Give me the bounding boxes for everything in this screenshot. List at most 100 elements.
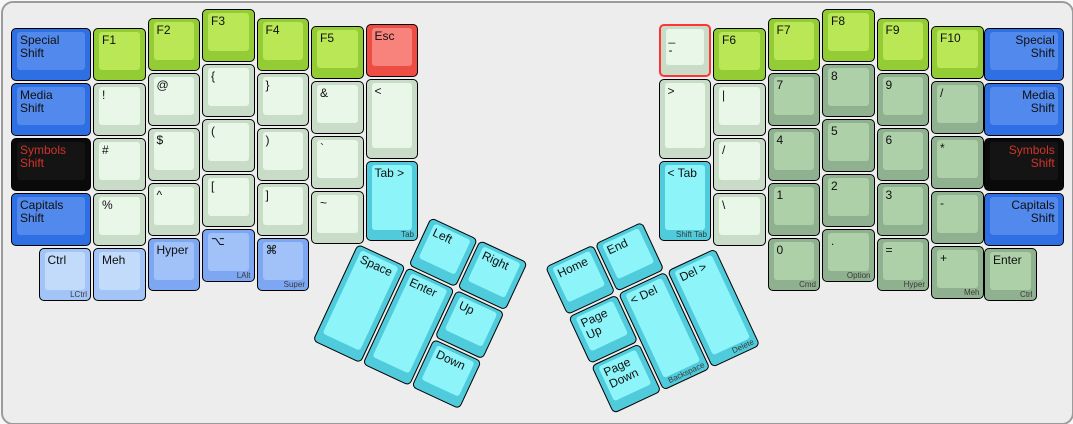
key-4[interactable]: 4 <box>767 128 820 181</box>
key-hyper[interactable]: Hyper <box>147 238 200 291</box>
key-f2[interactable]: F2 <box>147 18 200 71</box>
key-tab-forward[interactable]: Tab > Tab <box>365 161 418 241</box>
key-dollar[interactable]: $ <box>147 128 200 181</box>
keycap-face: Symbols Shift <box>990 142 1058 180</box>
key-f5[interactable]: F5 <box>311 26 364 79</box>
keycap-sub-legend: LCtrl <box>70 289 87 299</box>
key-paren-close[interactable]: ) <box>256 128 309 181</box>
keycap-face: Ctrl <box>44 252 85 290</box>
key-tilde[interactable]: ~ <box>311 191 364 244</box>
keycap-sub-legend: Option <box>846 270 871 280</box>
key-backtick[interactable]: ` <box>311 136 364 189</box>
keycap-face: / <box>937 85 978 123</box>
keycap-face: Special Shift <box>17 32 85 70</box>
key-exclamation[interactable]: ! <box>93 83 146 136</box>
keycap-face: F7 <box>773 22 814 60</box>
key-capitals-shift-right[interactable]: Capitals Shift <box>984 193 1064 246</box>
keycap-face: F8 <box>828 13 869 51</box>
key-less-than[interactable]: < <box>365 79 418 159</box>
key-7[interactable]: 7 <box>767 73 820 126</box>
keycap-face: 4 <box>773 132 814 170</box>
keycap-face: F6 <box>719 32 760 70</box>
keycap-face: [ <box>208 178 249 216</box>
key-f3[interactable]: F3 <box>202 9 255 62</box>
key-f4[interactable]: F4 <box>256 18 309 71</box>
key-numpad-slash[interactable]: / <box>931 81 984 134</box>
keycap-face: F2 <box>153 22 194 60</box>
key-greater-than[interactable]: > <box>658 79 711 159</box>
key-tab-back[interactable]: < Tab Shift Tab <box>658 161 711 241</box>
key-minus[interactable]: - <box>931 191 984 244</box>
key-media-shift-right[interactable]: Media Shift <box>984 83 1064 136</box>
key-super[interactable]: ⌘ Super <box>256 238 309 291</box>
key-brace-open[interactable]: { <box>202 64 255 117</box>
key-f9[interactable]: F9 <box>876 18 929 71</box>
key-ctrl-left[interactable]: Ctrl LCtrl <box>38 248 91 301</box>
keycap-face: % <box>99 197 140 235</box>
keycap-sub-legend: Meh <box>963 287 980 297</box>
keycap-face: Symbols Shift <box>17 142 85 180</box>
keycap-sub-legend: Cmd <box>799 279 816 289</box>
key-media-shift-left[interactable]: Media Shift <box>11 83 91 136</box>
key-f8[interactable]: F8 <box>822 9 875 62</box>
keycap-face: Esc <box>371 28 412 66</box>
key-brace-close[interactable]: } <box>256 73 309 126</box>
key-slash[interactable]: / <box>713 138 766 191</box>
key-symbols-shift-left[interactable]: Symbols Shift <box>11 138 91 191</box>
key-meh[interactable]: Meh <box>93 248 146 301</box>
key-capitals-shift-left[interactable]: Capitals Shift <box>11 193 91 246</box>
key-2[interactable]: 2 <box>822 174 875 227</box>
key-asterisk[interactable]: * <box>931 136 984 189</box>
key-5[interactable]: 5 <box>822 119 875 172</box>
key-backslash[interactable]: \ <box>713 193 766 246</box>
key-underscore-hyphen[interactable]: _ - <box>658 24 711 77</box>
keycap-face: ) <box>262 132 303 170</box>
keycap-face: 6 <box>882 132 923 170</box>
key-equals[interactable]: = Hyper <box>876 238 929 291</box>
key-percent[interactable]: % <box>93 193 146 246</box>
key-bracket-close[interactable]: ] <box>256 183 309 236</box>
key-paren-open[interactable]: ( <box>202 119 255 172</box>
key-period[interactable]: . Option <box>822 229 875 282</box>
key-esc[interactable]: Esc <box>365 24 418 77</box>
key-plus[interactable]: + Meh <box>931 246 984 299</box>
keycap-face: - <box>937 195 978 233</box>
key-8[interactable]: 8 <box>822 64 875 117</box>
key-f10[interactable]: F10 <box>931 26 984 79</box>
key-bracket-open[interactable]: [ <box>202 174 255 227</box>
keycap-face: ⌘ <box>262 242 303 280</box>
keycap-face: Special Shift <box>990 32 1058 70</box>
keycap-face: 7 <box>773 77 814 115</box>
key-special-shift-left[interactable]: Special Shift <box>11 28 91 81</box>
keycap-face: < <box>371 83 412 148</box>
keycap-face: 1 <box>773 187 814 225</box>
key-at-sign[interactable]: @ <box>147 73 200 126</box>
keycap-sub-legend: Hyper <box>903 279 925 289</box>
key-9[interactable]: 9 <box>876 73 929 126</box>
key-ampersand[interactable]: & <box>311 81 364 134</box>
key-caret[interactable]: ^ <box>147 183 200 236</box>
keycap-face: Home <box>552 250 605 303</box>
key-enter-right[interactable]: Enter Ctrl <box>984 248 1037 301</box>
key-lalt[interactable]: ⌥ LAlt <box>202 229 255 282</box>
keycap-face: Page Down <box>598 349 651 401</box>
keycap-face: > <box>664 83 705 148</box>
key-pipe[interactable]: | <box>713 83 766 136</box>
key-f6[interactable]: F6 <box>713 28 766 81</box>
keycap-sub-legend: Ctrl <box>1020 289 1033 299</box>
key-f1[interactable]: F1 <box>93 28 146 81</box>
keycap-face: F9 <box>882 22 923 60</box>
key-6[interactable]: 6 <box>876 128 929 181</box>
keycap-face: Capitals Shift <box>17 197 85 235</box>
key-symbols-shift-right[interactable]: Symbols Shift <box>984 138 1064 191</box>
key-0[interactable]: 0 Cmd <box>767 238 820 291</box>
keycap-face: * <box>937 140 978 178</box>
key-hash[interactable]: # <box>93 138 146 191</box>
key-1[interactable]: 1 <box>767 183 820 236</box>
key-3[interactable]: 3 <box>876 183 929 236</box>
key-special-shift-right[interactable]: Special Shift <box>984 28 1064 81</box>
keycap-face: ] <box>262 187 303 225</box>
key-f7[interactable]: F7 <box>767 18 820 71</box>
keycap-face: Media Shift <box>17 87 85 125</box>
